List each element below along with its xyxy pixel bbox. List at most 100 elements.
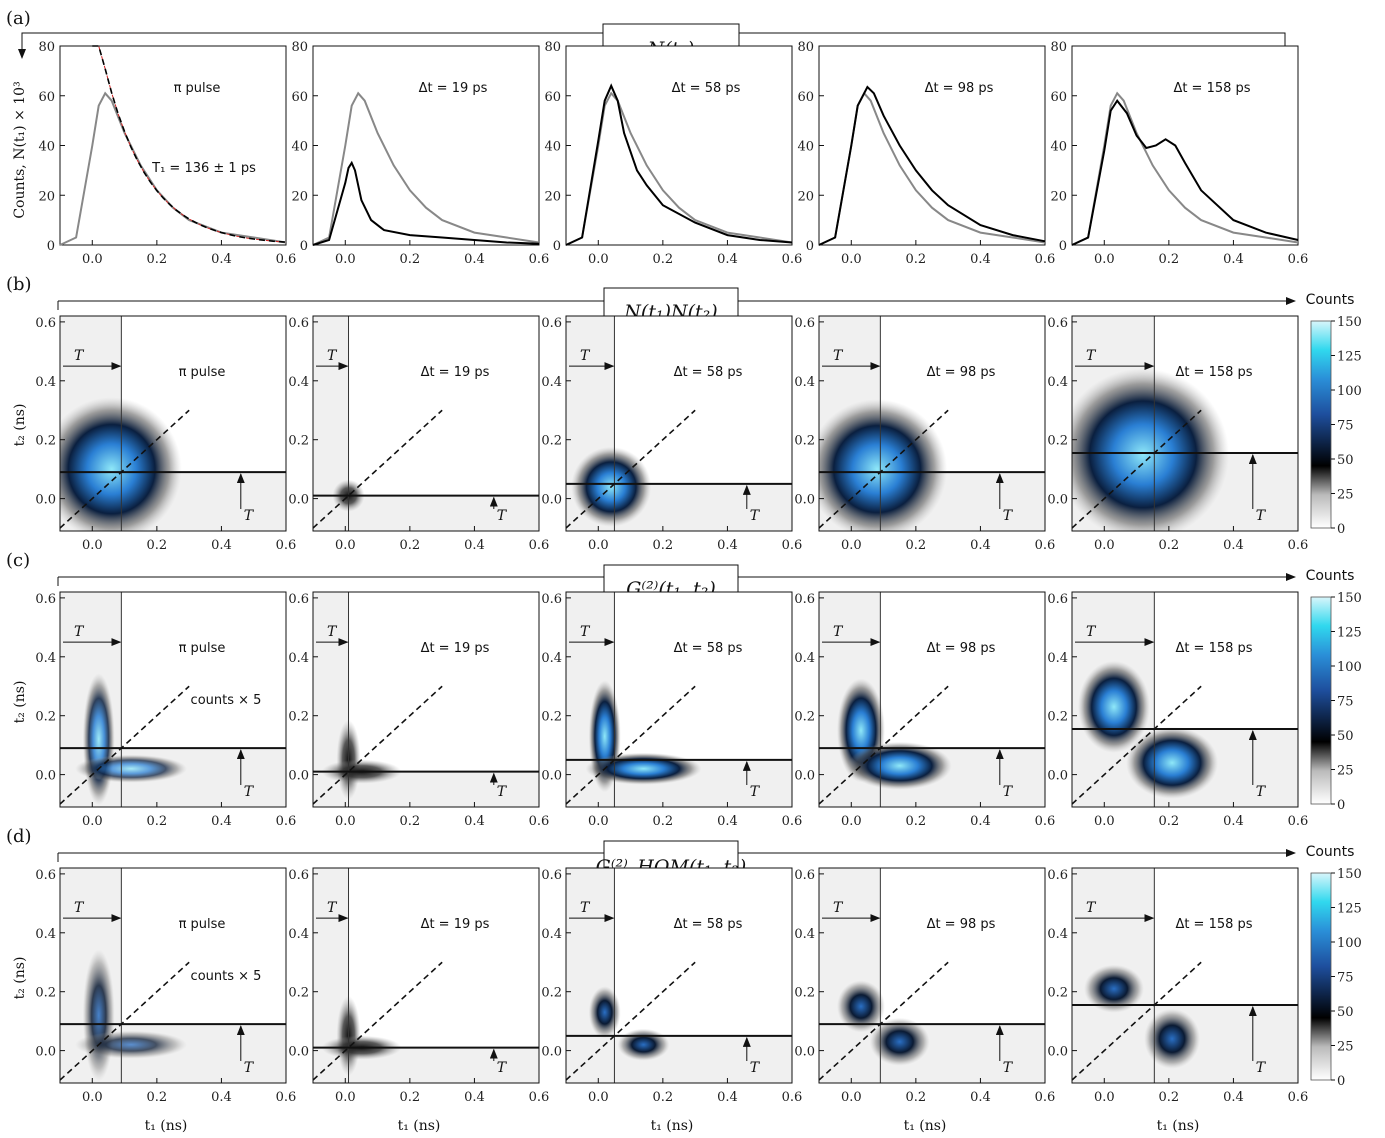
map-frame: [818, 867, 1046, 1084]
x-tick-label: 0.0: [335, 252, 356, 267]
panel-label: Δt = 58 ps: [674, 641, 743, 656]
y-tick-label: 0.6: [1047, 592, 1068, 607]
y-tick-label: 0.4: [1047, 927, 1068, 942]
colorbar-d: Counts 0 25 50 75 100 125 150: [1306, 844, 1362, 1089]
panel-label: π pulse: [179, 917, 226, 932]
x-tick-label: 0.4: [717, 252, 738, 267]
y-tick-label: 0.6: [35, 868, 56, 883]
x-tick-label: 0.0: [588, 1090, 609, 1105]
x-tick-label: 0.2: [653, 538, 674, 553]
colorbar-tick-label: 75: [1337, 419, 1354, 434]
y-tick-label: 0.0: [541, 769, 562, 784]
y-tick-label: 0.0: [541, 493, 562, 508]
x-tick-label: 0.6: [529, 252, 550, 267]
diagonal-line: [1072, 409, 1202, 529]
y-tick-label: 0.6: [35, 592, 56, 607]
counts-scale-label: counts × 5: [191, 693, 262, 708]
diagonal-line: [1072, 685, 1202, 805]
x-tick-label: 0.0: [841, 814, 862, 829]
x-tick-label: 0.0: [1094, 814, 1115, 829]
colorbar-tick-label: 25: [1337, 1040, 1354, 1055]
x-tick-label: 0.2: [147, 1090, 168, 1105]
t-arrow-label: T: [1256, 784, 1267, 800]
y-tick-label: 0.4: [1047, 375, 1068, 390]
x-tick-label: 0.2: [906, 538, 927, 553]
y-tick-label: 0.2: [35, 986, 56, 1001]
y-tick-label: 0.4: [541, 375, 562, 390]
panel-d-3: T T Δt = 58 ps 0.0 0.2 0.4 0.6 0.0 0.2 0.4 0.6: [541, 867, 803, 1105]
diagonal-line: [60, 409, 190, 529]
colorbar-tick-label: 125: [1337, 350, 1362, 365]
map-frame: [565, 867, 793, 1084]
map-frame: [312, 315, 540, 532]
y-tick-label: 40: [544, 140, 561, 155]
map-frame: [1071, 867, 1299, 1084]
y-tick-label: 0.6: [35, 316, 56, 331]
colorbar-tick-label: 25: [1337, 764, 1354, 779]
y-tick-label: 20: [291, 189, 308, 204]
diagonal-line: [313, 409, 443, 529]
t-arrow-label: T: [244, 784, 255, 800]
t-arrow-label: T: [327, 348, 338, 364]
x-tick-label: 0.2: [1159, 814, 1180, 829]
density-blob: [1072, 368, 1230, 531]
x-tick-label: 0.0: [588, 814, 609, 829]
colorbar-tick-label: 125: [1337, 626, 1362, 641]
panel-a-2: 0.0 0.2 0.4 0.6 0 20 40 60 80 Δt = 19 ps: [291, 40, 549, 267]
fit-label: T₁ = 136 ± 1 ps: [151, 161, 256, 176]
x-tick-label: 0.6: [276, 814, 297, 829]
x-tick-label: 0.2: [1159, 1090, 1180, 1105]
x-tick-label: 0.6: [1035, 1090, 1056, 1105]
panel-b-4: T T Δt = 98 ps 0.0 0.2 0.4 0.6 0.0 0.2 0.4 0.6: [794, 315, 1055, 553]
y-tick-label: 60: [38, 90, 55, 105]
x-tick-label: 0.6: [782, 1090, 803, 1105]
x-tick-label: 0.4: [717, 1090, 738, 1105]
map-frame: [818, 315, 1046, 532]
colorbar-title: Counts: [1306, 568, 1355, 584]
panel-a-frame: [1071, 45, 1299, 246]
y-tick-label: 20: [1050, 189, 1067, 204]
t-arrow-label: T: [750, 784, 761, 800]
series-line-measured: [818, 85, 1046, 246]
diagonal-line: [313, 961, 443, 1081]
y-tick-label: 80: [797, 40, 814, 55]
x-tick-label: 0.4: [717, 538, 738, 553]
x-tick-label: 0.6: [529, 814, 550, 829]
panel-label: π pulse: [179, 641, 226, 656]
colorbar-tick-label: 100: [1337, 660, 1362, 675]
y-tick-label: 80: [544, 40, 561, 55]
density-blob: [75, 1030, 188, 1059]
map-content: [1072, 592, 1298, 807]
y-tick-label: 0.2: [288, 710, 309, 725]
y-tick-label: 0.6: [1047, 868, 1068, 883]
x-tick-label: 0.2: [906, 814, 927, 829]
diagonal-line: [819, 409, 949, 529]
x-tick-label: 0.6: [782, 252, 803, 267]
colorbar-gradient: [1310, 596, 1332, 805]
panel-c-4: T T Δt = 98 ps 0.0 0.2 0.4 0.6 0.0 0.2 0.4 0.6: [794, 591, 1055, 829]
map-frame: [312, 867, 540, 1084]
colorbar-tick-label: 0: [1337, 1074, 1345, 1089]
y-tick-label: 0: [806, 239, 814, 254]
x-tick-label: 0.4: [1223, 252, 1244, 267]
y-tick-label: 0.6: [1047, 316, 1068, 331]
x-axis-label-3: t₁ (ns): [651, 1118, 694, 1134]
y-tick-label: 0.6: [288, 316, 309, 331]
y-tick-label: 0.0: [35, 1045, 56, 1060]
t-arrow-label: T: [244, 508, 255, 524]
y-tick-label: 0.6: [541, 868, 562, 883]
diagonal-line: [313, 685, 443, 805]
x-tick-label: 0.4: [464, 252, 485, 267]
map-content: [60, 592, 286, 807]
c-y-axis-label: t₂ (ns): [12, 681, 28, 724]
x-tick-label: 0.4: [211, 814, 232, 829]
y-tick-label: 0.4: [35, 375, 56, 390]
t-arrow-label: T: [750, 508, 761, 524]
x-tick-label: 0.2: [147, 814, 168, 829]
colorbar-c: Counts 0 25 50 75 100 125 150: [1306, 568, 1362, 813]
row-label-c: (c): [6, 550, 30, 571]
x-tick-label: 0.4: [211, 1090, 232, 1105]
y-tick-label: 0.0: [1047, 1045, 1068, 1060]
colorbar-tick-label: 25: [1337, 488, 1354, 503]
